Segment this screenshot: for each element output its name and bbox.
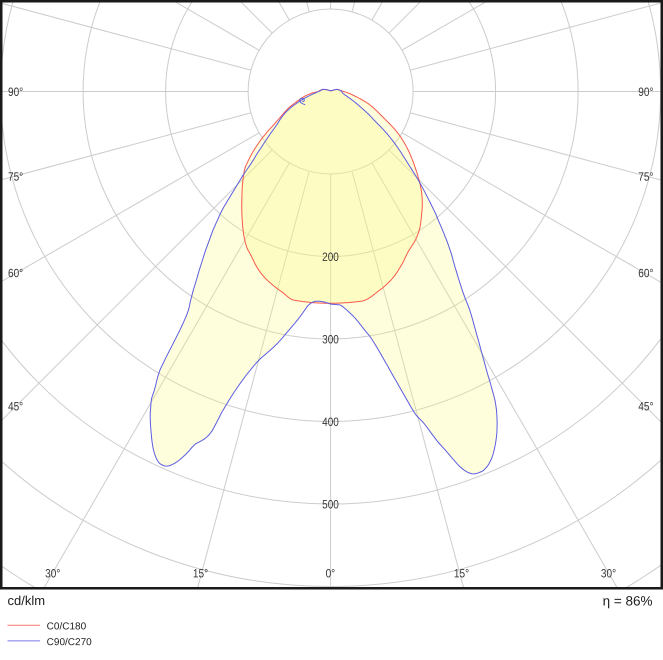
svg-text:C0/C180: C0/C180 bbox=[47, 621, 87, 632]
svg-text:90°: 90° bbox=[8, 85, 23, 99]
svg-text:C90/C270: C90/C270 bbox=[47, 637, 92, 648]
svg-text:60°: 60° bbox=[8, 266, 23, 280]
svg-text:45°: 45° bbox=[638, 399, 653, 413]
svg-text:η = 86%: η = 86% bbox=[603, 593, 653, 608]
svg-text:500: 500 bbox=[322, 497, 339, 511]
svg-text:15°: 15° bbox=[454, 566, 469, 580]
svg-text:30°: 30° bbox=[45, 566, 60, 580]
svg-text:75°: 75° bbox=[8, 170, 23, 184]
svg-text:75°: 75° bbox=[638, 170, 653, 184]
svg-text:45°: 45° bbox=[8, 399, 23, 413]
svg-text:90°: 90° bbox=[638, 85, 653, 99]
svg-text:0°: 0° bbox=[326, 566, 336, 580]
svg-text:30°: 30° bbox=[601, 566, 616, 580]
svg-text:200: 200 bbox=[322, 250, 339, 264]
svg-text:300: 300 bbox=[322, 332, 339, 346]
svg-text:400: 400 bbox=[322, 415, 339, 429]
svg-text:15°: 15° bbox=[193, 566, 208, 580]
svg-text:60°: 60° bbox=[638, 266, 653, 280]
svg-text:cd/klm: cd/klm bbox=[7, 593, 45, 608]
